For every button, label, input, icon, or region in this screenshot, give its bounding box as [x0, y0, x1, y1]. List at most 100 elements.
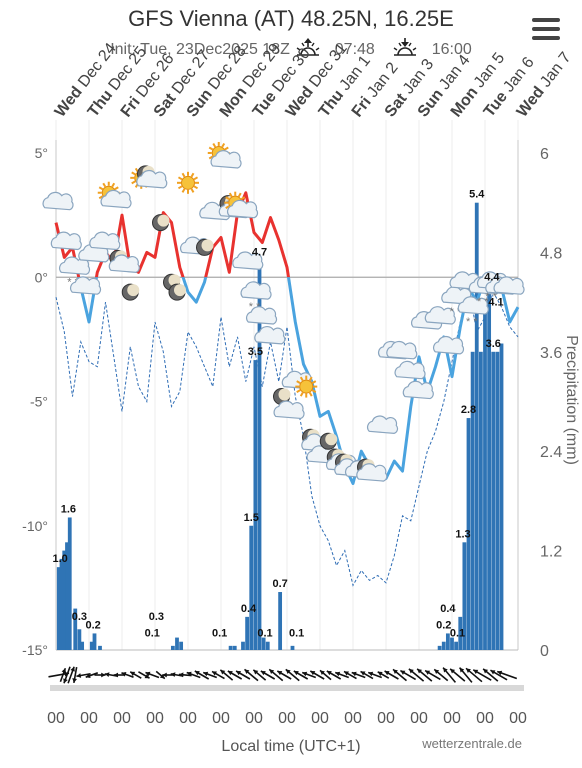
precip-label: 0.2 [436, 619, 451, 631]
precip-bar [77, 629, 82, 650]
cloud-icon [424, 306, 456, 325]
wind-arrow-head [178, 672, 184, 678]
sun-ray [190, 172, 195, 178]
x-tick-label: 00 [311, 710, 329, 727]
x-tick-label: 00 [476, 710, 494, 727]
y-left-tick-label: -10° [22, 518, 48, 534]
cloud-shape [402, 380, 434, 400]
wind-arrow [482, 668, 499, 682]
wind-arrow [67, 666, 75, 684]
moon-highlight [201, 239, 214, 252]
precip-bar [179, 641, 184, 650]
wind-arrow-head [434, 669, 440, 675]
y-right-tick-label: 4.8 [540, 245, 562, 262]
precip-bar [445, 633, 450, 650]
moon-icon [319, 432, 338, 450]
wind-arrow [285, 668, 300, 682]
sun-ray [102, 182, 107, 188]
precip-bar [278, 592, 283, 650]
moon-highlight [325, 433, 338, 446]
precip-label: 0.1 [257, 628, 272, 640]
wind-arrow [433, 668, 449, 682]
hamburger-menu-icon[interactable] [532, 18, 560, 40]
wind-arrow-head [417, 668, 423, 674]
wind-arrow [384, 670, 399, 680]
wind-arrow-head [351, 671, 357, 677]
wind-arrow-head [203, 671, 209, 677]
cloud-shape [254, 326, 286, 345]
wind-arrow [252, 669, 267, 681]
cloud-icon [273, 400, 305, 420]
wind-arrow [408, 668, 425, 682]
wind-arrow [63, 666, 71, 684]
wind-arrow-head [145, 671, 151, 677]
wind-arrow [334, 671, 350, 679]
y-left-tick-label: 0° [35, 269, 48, 285]
precip-label: 4.4 [484, 272, 500, 284]
wind-arrow [309, 670, 325, 680]
dewpoint-series [55, 287, 519, 587]
wind-arrow-head [377, 671, 383, 677]
sun-ray [190, 188, 195, 193]
precip-bar [462, 542, 467, 650]
wind-arrow [155, 670, 166, 680]
sun-icon [295, 375, 318, 398]
wind-arrow-head [285, 669, 291, 675]
sunrise-time: 07:48 [334, 41, 375, 58]
wind-arrow [94, 672, 106, 678]
wind-arrow-head [159, 673, 165, 679]
wind-arrow-head [72, 678, 77, 683]
precip-bar [67, 517, 72, 650]
sun-ray [98, 186, 104, 191]
precip-bar [441, 641, 446, 650]
precip-label: 0.3 [149, 611, 164, 623]
sun-ray [308, 392, 313, 397]
precip-bar [56, 567, 61, 650]
x-tick-label: 00 [509, 710, 527, 727]
wind-arrow [377, 671, 390, 679]
precip-bars [56, 202, 504, 650]
wind-arrow [85, 672, 99, 678]
wind-arrow [319, 669, 332, 681]
wind-arrow [235, 670, 251, 680]
sun-ray [225, 205, 230, 210]
wind-arrow [186, 671, 201, 679]
wind-arrow [367, 671, 383, 679]
wind-arrow-head [104, 672, 110, 678]
precip-bar [65, 542, 69, 650]
precip-label: 1.6 [61, 503, 76, 515]
precip-bar [228, 645, 233, 650]
moon-icon [121, 283, 140, 301]
precip-bar [499, 343, 504, 650]
x-tick-label: 00 [80, 710, 98, 727]
wind-arrow-head [384, 671, 390, 676]
cloud-shape [394, 360, 426, 380]
wind-arrow-head [483, 668, 489, 674]
wind-arrow-head [344, 671, 350, 676]
y-right-tick-label: 3.6 [540, 345, 562, 362]
wind-arrow-head [473, 669, 479, 675]
sun-ray [308, 376, 313, 382]
sun-ray [177, 185, 183, 190]
weather-icons: * ** ** ** ** ** * [42, 141, 525, 482]
precip-label: 3.6 [486, 338, 501, 350]
wind-arrow [424, 669, 441, 681]
wind-arrow [392, 668, 408, 682]
precip-bar [478, 351, 483, 650]
cloud-shape [457, 296, 489, 315]
wind-arrow [416, 668, 433, 682]
y-left-tick-label: -15° [22, 642, 48, 658]
y-right-axis-label: Precipitation (mm) [563, 335, 580, 465]
wind-arrow [219, 669, 234, 681]
precip-bar [495, 351, 500, 650]
wind-arrow [121, 672, 134, 678]
x-tick-label: 00 [410, 710, 428, 727]
cloud-icon [433, 336, 465, 355]
wind-arrow [268, 668, 284, 682]
x-tick-label: 00 [179, 710, 197, 727]
partly-sunny-icon [97, 181, 132, 209]
wind-arrow-head [393, 669, 398, 675]
wind-arrow [145, 671, 160, 679]
cloud-moon-icon [108, 249, 140, 273]
sun-ray [299, 376, 304, 382]
